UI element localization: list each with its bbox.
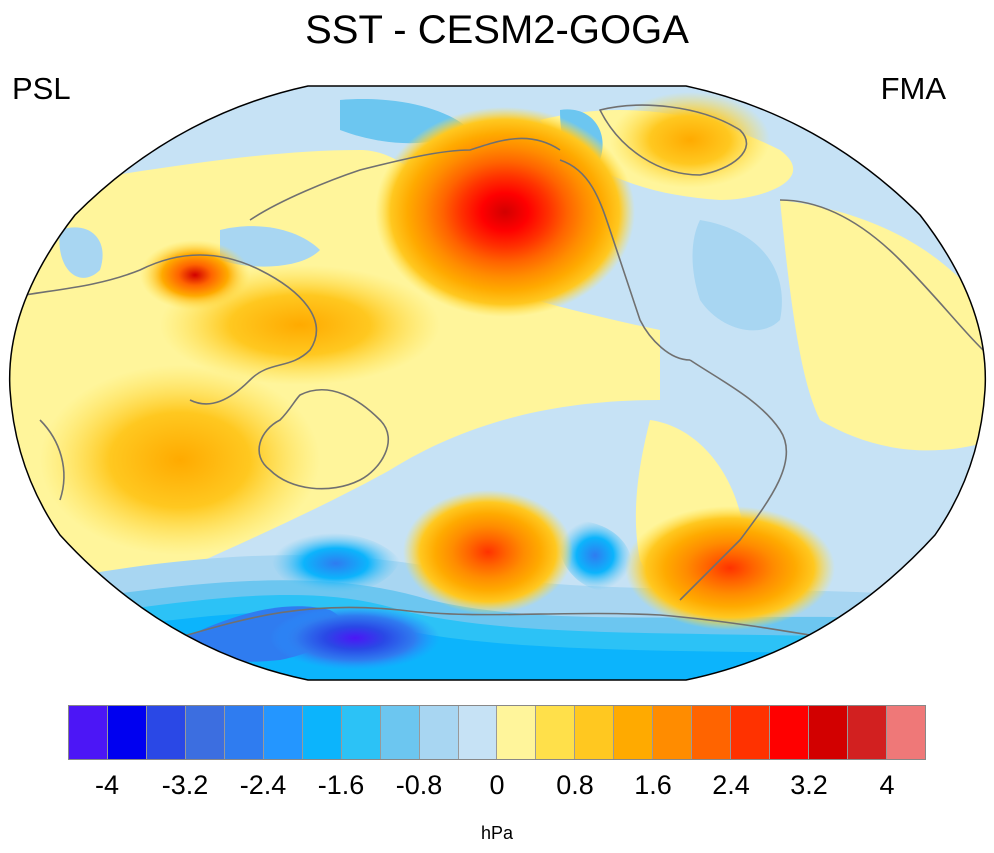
colorbar-tick-label: 1.6 <box>634 770 672 800</box>
colorbar-swatch <box>653 706 693 759</box>
map-border <box>8 85 987 681</box>
colorbar-swatch <box>69 706 108 759</box>
colorbar-tick-label: -4 <box>94 770 120 800</box>
colorbar-tick-label: -2.4 <box>239 770 287 800</box>
colorbar-tick-label: 0 <box>489 770 505 800</box>
colorbar-tick-label: -0.8 <box>395 770 443 800</box>
colorbar-swatch <box>575 706 615 759</box>
colorbar-tick-label: 4 <box>879 770 895 800</box>
colorbar-swatch <box>302 706 342 759</box>
colorbar-swatch <box>146 706 186 759</box>
colorbar <box>68 705 926 760</box>
colorbar-swatch <box>809 706 849 759</box>
colorbar-swatch <box>887 706 925 759</box>
world-map <box>8 85 987 681</box>
colorbar-swatch <box>614 706 654 759</box>
variable-label: PSL <box>12 71 71 106</box>
colorbar-ticks: -4 -3.2 -2.4 -1.6 -0.8 0 0.8 1.6 2.4 3.2 4 <box>68 768 926 808</box>
colorbar-tick-label: 2.4 <box>712 770 750 800</box>
colorbar-tick-label: -3.2 <box>161 770 209 800</box>
colorbar-tick-label: -1.6 <box>317 770 365 800</box>
season-label: FMA <box>880 71 946 106</box>
colorbar-swatch <box>536 706 576 759</box>
colorbar-tick-label: 0.8 <box>556 770 594 800</box>
colorbar-swatch <box>341 706 381 759</box>
colorbar-swatch <box>848 706 888 759</box>
colorbar-swatch <box>458 706 498 759</box>
units-label: hPa <box>480 823 514 843</box>
colorbar-tick-label: 3.2 <box>790 770 828 800</box>
colorbar-swatch <box>224 706 264 759</box>
colorbar-swatch <box>107 706 147 759</box>
colorbar-swatch <box>692 706 732 759</box>
colorbar-swatch <box>263 706 303 759</box>
colorbar-swatch <box>419 706 459 759</box>
colorbar-swatch <box>770 706 810 759</box>
map-title: SST - CESM2-GOGA <box>305 8 689 52</box>
colorbar-swatch <box>185 706 225 759</box>
colorbar-swatch <box>497 706 537 759</box>
colorbar-swatch <box>380 706 420 759</box>
colorbar-swatch <box>731 706 771 759</box>
